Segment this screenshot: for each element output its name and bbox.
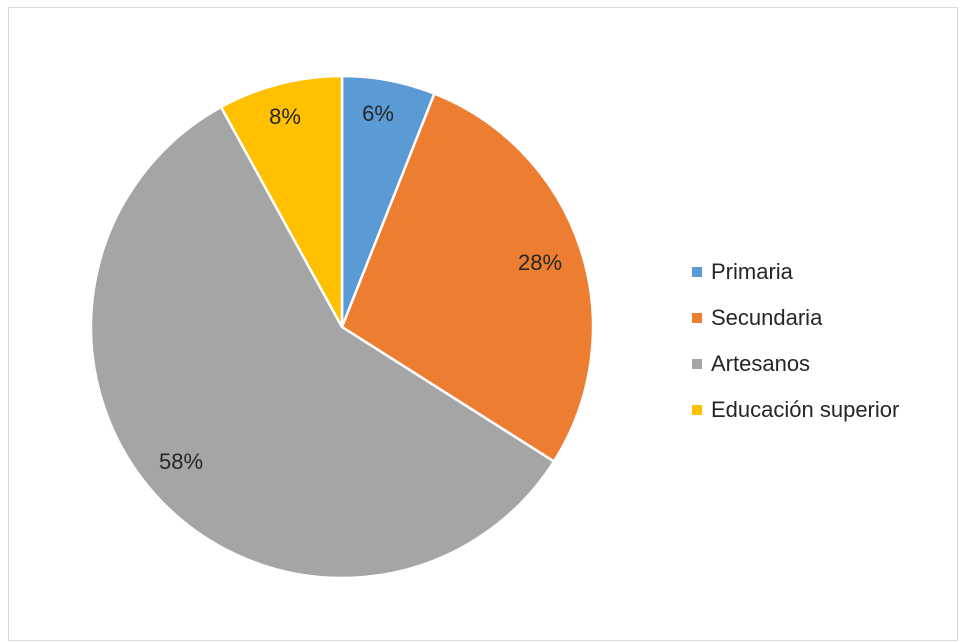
data-label-primaria: 6% — [362, 101, 394, 126]
pie-slice-secundaria — [340, 92, 595, 463]
legend-swatch-educacion-superior — [692, 405, 702, 415]
legend-swatch-secundaria — [692, 313, 702, 323]
legend: Primaria Secundaria Artesanos Educación … — [692, 249, 899, 433]
legend-swatch-artesanos — [692, 359, 702, 369]
data-label-secundaria: 28% — [518, 250, 562, 275]
legend-item-artesanos: Artesanos — [692, 341, 899, 387]
legend-label-artesanos: Artesanos — [711, 351, 811, 376]
data-label-artesanos: 58% — [159, 449, 203, 474]
legend-label-primaria: Primaria — [711, 259, 793, 284]
pie-slice-artesanos — [89, 105, 556, 580]
data-label-educacion-superior: 8% — [269, 104, 301, 129]
legend-item-educacion-superior: Educación superior — [692, 387, 899, 433]
pie-chart: 6% 28% 58% 8% — [89, 74, 595, 580]
chart-frame: 6% 28% 58% 8% Primaria Secundaria Artesanos… — [8, 7, 958, 641]
pie-data-labels: 6% 28% 58% 8% — [159, 101, 562, 474]
legend-label-educacion-superior: Educación superior — [711, 397, 900, 422]
legend-item-primaria: Primaria — [692, 249, 899, 295]
legend-item-secundaria: Secundaria — [692, 295, 899, 341]
pie-slice-educacion-superior — [219, 74, 344, 329]
legend-swatch-primaria — [692, 267, 702, 277]
legend-label-secundaria: Secundaria — [711, 305, 823, 330]
pie-slices — [89, 74, 595, 580]
